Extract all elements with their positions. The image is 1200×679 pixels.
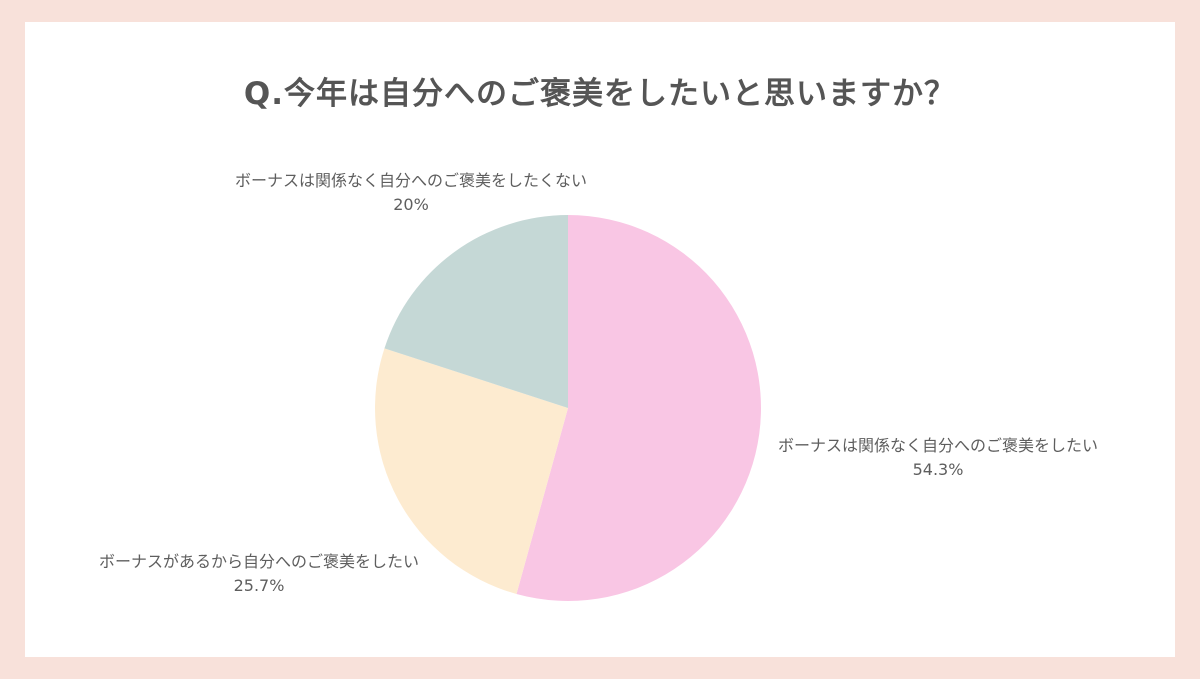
slice-label-0: ボーナスは関係なく自分へのご褒美をしたい [778, 436, 1098, 455]
slice-value-label-2: 20% [393, 195, 429, 214]
slice-value-label-1: 25.7% [234, 576, 285, 595]
pie-slice-0 [516, 215, 761, 601]
slice-label-2: ボーナスは関係なく自分へのご褒美をしたくない [235, 171, 587, 190]
pie-slices [375, 215, 761, 601]
chart-title: Q.今年は自分へのご褒美をしたいと思いますか？ [243, 76, 957, 112]
pie-slice-2 [384, 215, 568, 408]
slice-value-label-0: 54.3% [913, 460, 964, 479]
slice-label-1: ボーナスがあるから自分へのご褒美をしたい [99, 552, 419, 571]
pie-slice-1 [375, 348, 568, 594]
